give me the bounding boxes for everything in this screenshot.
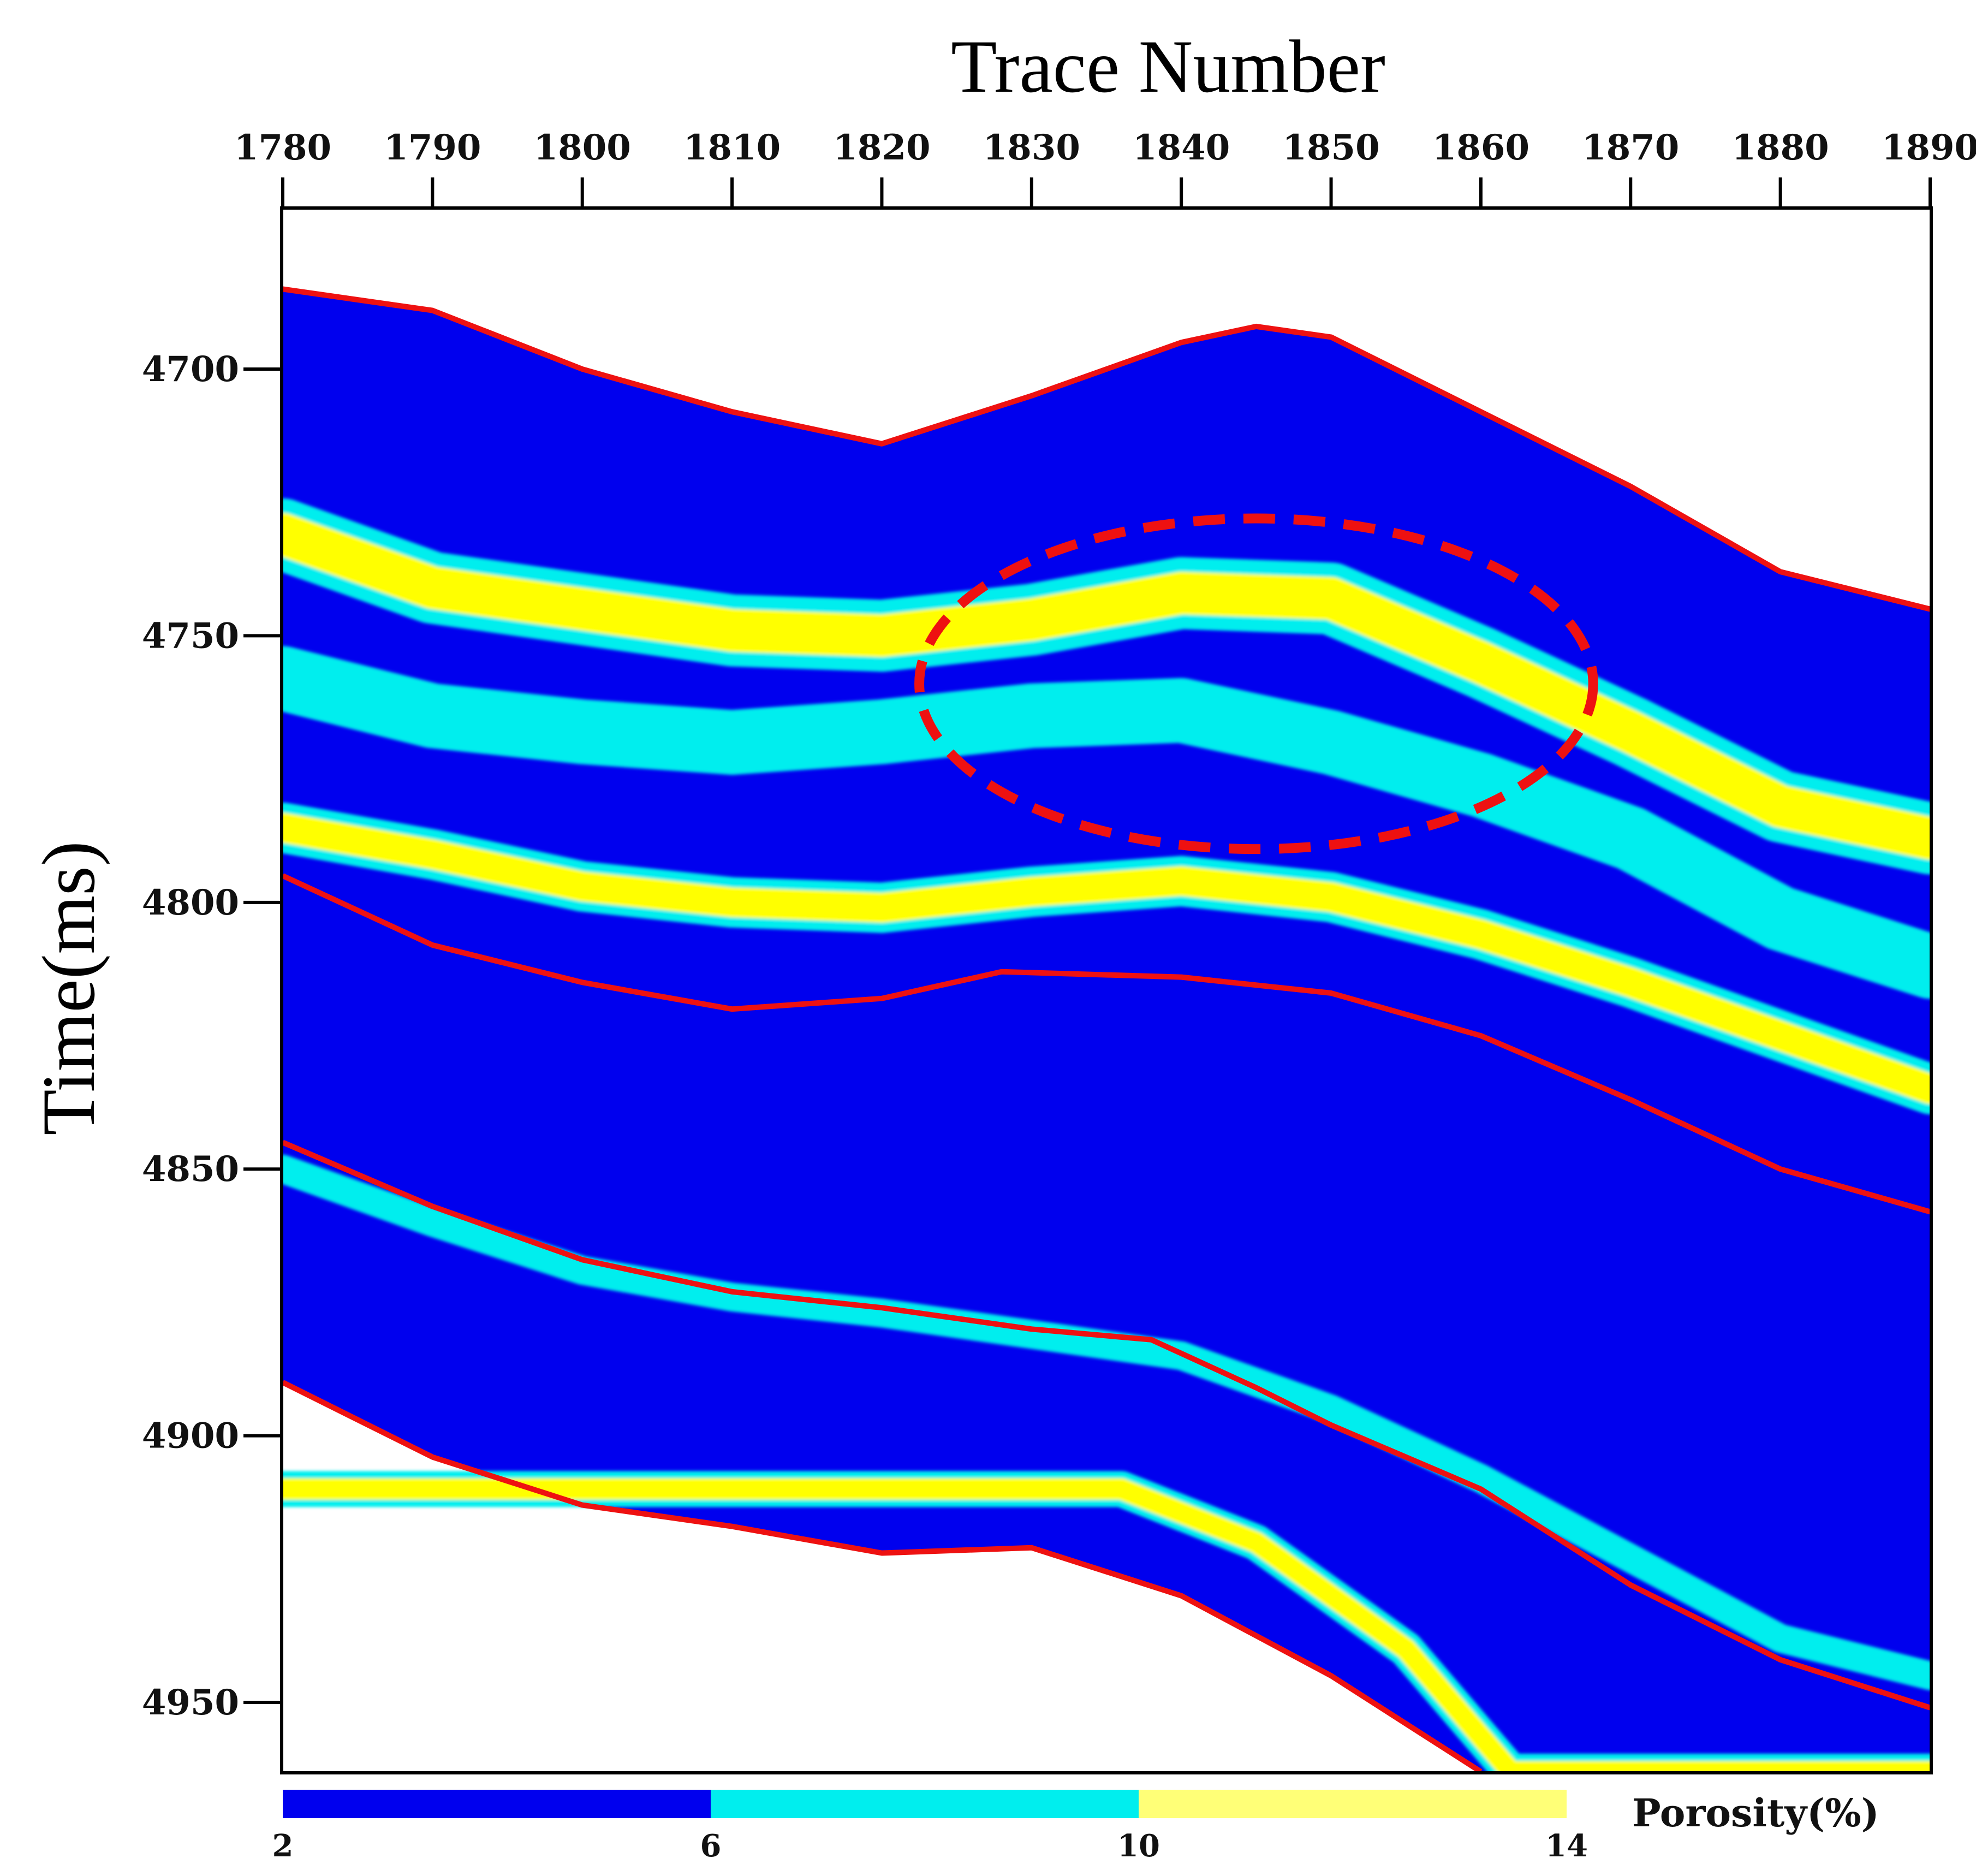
x-tick-label: 1850 xyxy=(1282,127,1379,168)
horizon-line-1 xyxy=(283,286,1930,612)
horizon-lines xyxy=(283,286,1930,1772)
highlight-ellipse xyxy=(914,513,1598,854)
colorbar-bin-1 xyxy=(711,1790,1139,1818)
horizon-line-3 xyxy=(283,1139,1930,1711)
porosity-colorbar: 2 6 10 14 xyxy=(272,1790,1588,1864)
x-tick-label: 1780 xyxy=(234,127,331,168)
y-tick-label: 4850 xyxy=(142,1149,239,1190)
x-tick-label: 1840 xyxy=(1133,127,1230,168)
x-tick-label: 1870 xyxy=(1582,127,1679,168)
porosity-layer-core-1 xyxy=(283,659,1930,986)
porosity-layers xyxy=(283,498,1930,1772)
colorbar-tick-label: 6 xyxy=(700,1828,722,1864)
porosity-layer-core-2 xyxy=(283,812,1930,1105)
y-tick-label: 4700 xyxy=(142,349,239,390)
colorbar-bin-2 xyxy=(1139,1790,1567,1818)
x-tick-label: 1830 xyxy=(983,127,1080,168)
horizon-line-2 xyxy=(283,873,1930,1215)
x-tick-label: 1890 xyxy=(1882,127,1976,168)
x-tick-label: 1860 xyxy=(1432,127,1529,168)
porosity-layer-core-4 xyxy=(283,1478,1930,1772)
y-tick-label: 4750 xyxy=(142,615,239,656)
x-axis: 1780 1790 1800 1810 1820 1830 1840 1850 1860 1870… xyxy=(234,127,1976,208)
y-axis: 4700 4750 4800 4850 4900 4950 xyxy=(142,349,282,1723)
porosity-layer-core-0 xyxy=(283,513,1930,860)
y-tick-label: 4950 xyxy=(142,1682,239,1723)
porosity-body xyxy=(283,289,1930,1772)
porosity-body-fill-extension xyxy=(1480,609,1930,1772)
x-tick-label: 1810 xyxy=(683,127,781,168)
x-tick-label: 1880 xyxy=(1732,127,1829,168)
colorbar-tick-label: 14 xyxy=(1545,1828,1588,1864)
horizon-line-4 xyxy=(283,1380,1483,1772)
x-axis-title: Trace Number xyxy=(951,25,1385,108)
colorbar-title: Porosity(%) xyxy=(1632,1790,1879,1836)
x-tick-label: 1820 xyxy=(833,127,930,168)
x-tick-label: 1790 xyxy=(384,127,481,168)
y-axis-title: Time(ms) xyxy=(27,841,110,1135)
highlight-annotation xyxy=(914,513,1598,854)
porosity-layer-core-3 xyxy=(283,1160,1930,1684)
plot-frame xyxy=(280,206,1933,1774)
x-tick-label: 1800 xyxy=(534,127,631,168)
plot-area xyxy=(283,286,1930,1772)
colorbar-bin-0 xyxy=(283,1790,711,1818)
y-tick-label: 4900 xyxy=(142,1416,239,1457)
colorbar-tick-label: 10 xyxy=(1117,1828,1160,1864)
colorbar-tick-label: 2 xyxy=(272,1828,294,1864)
y-tick-label: 4800 xyxy=(142,882,239,923)
